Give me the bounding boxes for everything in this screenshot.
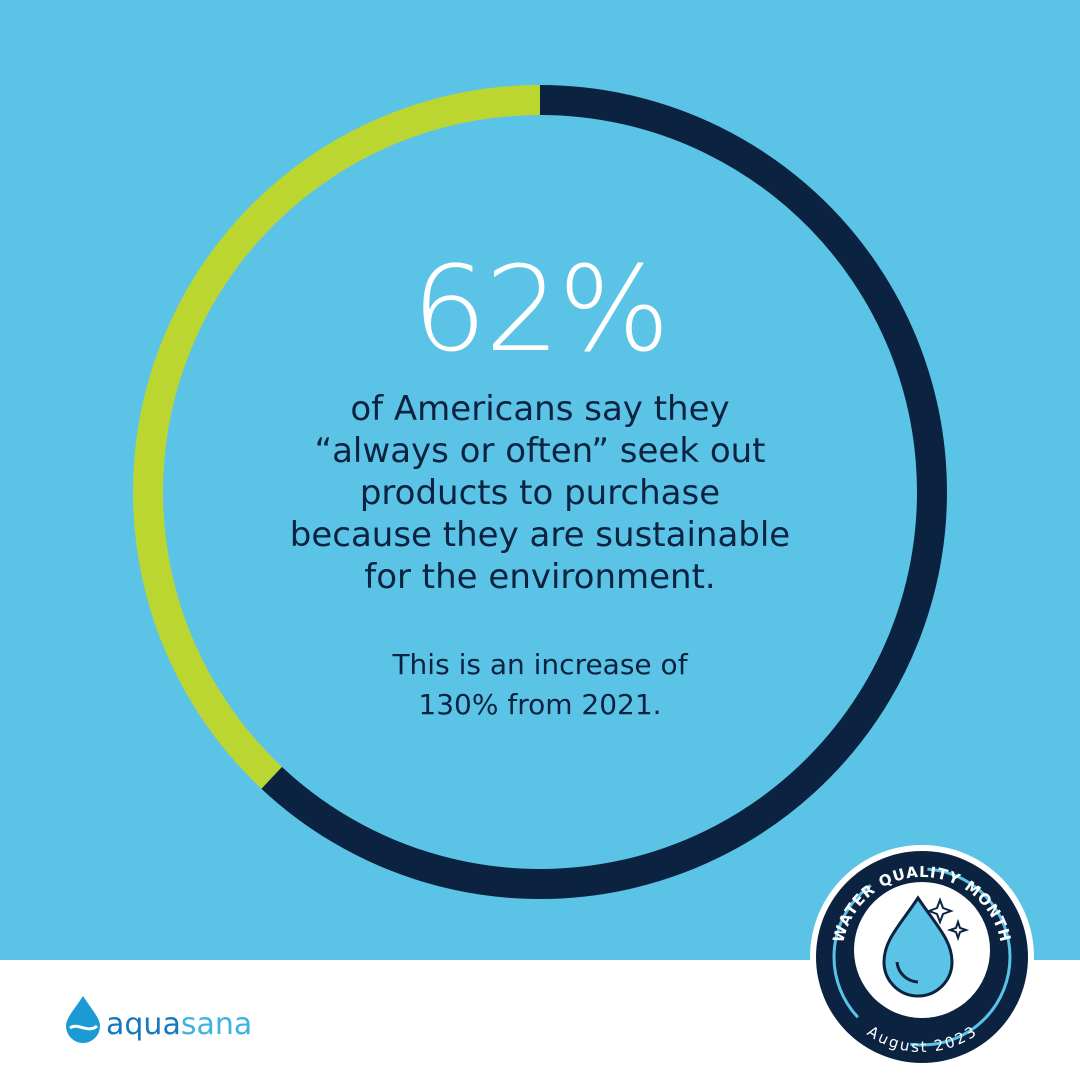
body-line: of Americans say they xyxy=(350,389,729,429)
note-line: 130% from 2021. xyxy=(418,688,661,721)
note-line: This is an increase of xyxy=(391,648,688,681)
ring-segment xyxy=(261,85,947,899)
logo-drop xyxy=(66,996,100,1043)
ring-segment xyxy=(133,85,541,789)
badge-ring xyxy=(832,867,1012,1047)
note-text: This is an increase of 130% from 2021. xyxy=(391,648,688,721)
body-line: products to purchase xyxy=(360,473,720,513)
logo: aquasana xyxy=(66,996,252,1043)
donut-ring xyxy=(133,85,947,899)
body-line: for the environment. xyxy=(364,557,716,597)
badge-sparkle xyxy=(926,897,970,942)
logo-wave xyxy=(69,1024,98,1031)
background xyxy=(0,0,1080,960)
badge: WATER QUALITY MONTH August 2023 xyxy=(810,845,1034,1069)
stat-value: 62% xyxy=(412,240,668,378)
body-line: “always or often” seek out xyxy=(314,431,765,471)
logo-text: aquasana xyxy=(106,1007,252,1042)
badge-drop-shine xyxy=(895,961,919,984)
body-text: of Americans say they“always or often” s… xyxy=(290,389,790,597)
body-line: because they are sustainable xyxy=(290,515,790,555)
